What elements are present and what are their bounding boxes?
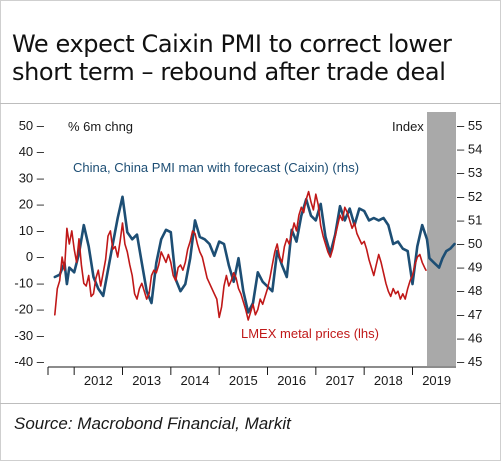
left-tick-label: 0 – [26,249,45,264]
china-pmi-series-line [53,195,456,314]
right-tick-label: – 46 [457,330,482,345]
left-tick-label: -10 – [14,275,44,290]
china-pmi-annotation: China, China PMI man with forecast (Caix… [73,160,359,175]
x-tick-label: 2019 [422,373,451,388]
left-tick-label: -40 – [14,354,44,369]
right-tick-label: – 45 [457,354,482,369]
source-divider [0,403,501,404]
x-tick-label: 2013 [132,373,161,388]
left-tick-label: -30 – [14,328,44,343]
x-tick-label: 2016 [277,373,306,388]
left-tick-label: 20 – [19,197,45,212]
left-tick-label: 40 – [19,144,45,159]
right-tick-label: – 51 [457,212,482,227]
chart-title-line-2: short term – rebound after trade deal [12,58,446,86]
forecast-shade [427,112,456,366]
right-tick-label: – 50 [457,236,482,251]
lmex-annotation: LMEX metal prices (lhs) [241,326,379,341]
x-tick-label: 2014 [181,373,210,388]
left-tick-label: -20 – [14,302,44,317]
title-divider [0,103,501,104]
left-tick-label: 10 – [19,223,45,238]
right-tick-label: – 48 [457,283,482,298]
right-tick-label: – 49 [457,260,482,275]
chart-title-line-1: We expect Caixin PMI to correct lower [12,30,452,58]
lmex-series-line [54,190,427,321]
right-tick-label: – 52 [457,189,482,204]
right-axis-unit-label: Index [392,119,424,134]
right-tick-label: – 55 [457,118,482,133]
right-tick-label: – 47 [457,307,482,322]
left-tick-label: 30 – [19,170,45,185]
chart-title: We expect Caixin PMI to correct lower sh… [12,30,492,86]
source-note: Source: Macrobond Financial, Markit [14,414,291,433]
left-axis-unit-label: % 6m chng [68,119,133,134]
left-tick-label: 50 – [19,118,45,133]
x-tick-label: 2012 [84,373,113,388]
right-tick-label: – 54 [457,142,482,157]
x-tick-label: 2018 [374,373,403,388]
x-tick-label: 2015 [229,373,258,388]
x-tick-label: 2017 [326,373,355,388]
right-tick-label: – 53 [457,165,482,180]
